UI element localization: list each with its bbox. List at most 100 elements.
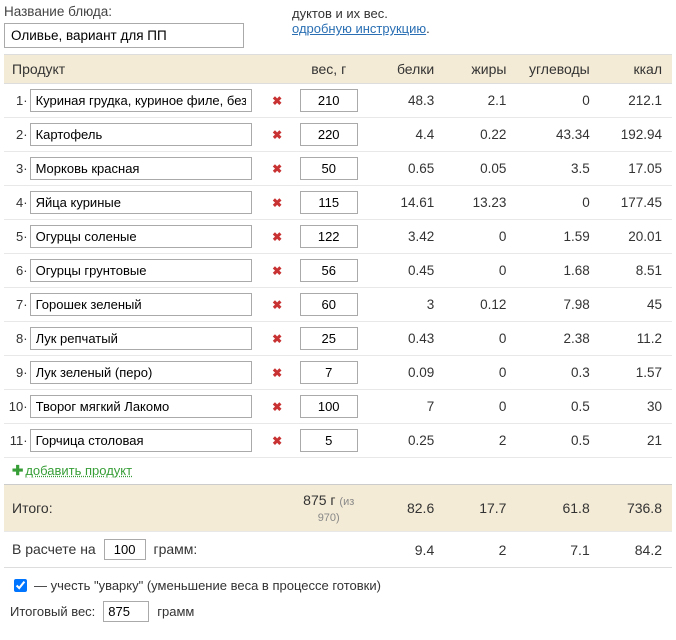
- weight-input[interactable]: [300, 123, 358, 146]
- kcal-value: 1.57: [600, 356, 672, 390]
- dish-name-input[interactable]: [4, 23, 244, 48]
- final-weight-label: Итоговый вес:: [10, 604, 95, 619]
- totals-protein: 82.6: [372, 485, 444, 532]
- ingredients-table: Продукт вес, г белки жиры углеводы ккал …: [4, 54, 672, 568]
- weight-input[interactable]: [300, 89, 358, 112]
- col-fat: жиры: [444, 55, 516, 84]
- totals-fat: 17.7: [444, 485, 516, 532]
- add-plus-icon: ✚: [12, 463, 23, 478]
- delete-icon[interactable]: ✖: [272, 366, 282, 380]
- fat-value: 2: [444, 424, 516, 458]
- weight-input[interactable]: [300, 157, 358, 180]
- fat-value: 0: [444, 322, 516, 356]
- product-name-input[interactable]: [30, 123, 252, 146]
- row-index: 6·: [4, 254, 30, 288]
- add-product-link[interactable]: добавить продукт: [25, 463, 132, 478]
- dish-name-label: Название блюда:: [4, 4, 284, 19]
- delete-icon[interactable]: ✖: [272, 400, 282, 414]
- carb-value: 1.59: [516, 220, 599, 254]
- delete-icon[interactable]: ✖: [272, 230, 282, 244]
- carb-value: 0.5: [516, 424, 599, 458]
- uvarka-checkbox[interactable]: [14, 579, 27, 592]
- fat-value: 0: [444, 254, 516, 288]
- instruction-link[interactable]: одробную инструкцию: [292, 21, 426, 36]
- kcal-value: 177.45: [600, 186, 672, 220]
- product-name-input[interactable]: [30, 89, 252, 112]
- totals-carb: 61.8: [516, 485, 599, 532]
- fat-value: 0.12: [444, 288, 516, 322]
- final-weight-input[interactable]: [103, 601, 149, 622]
- per100-carb: 7.1: [516, 532, 599, 568]
- carb-value: 0: [516, 84, 599, 118]
- weight-input[interactable]: [300, 327, 358, 350]
- protein-value: 0.65: [372, 152, 444, 186]
- product-name-input[interactable]: [30, 361, 252, 384]
- kcal-value: 192.94: [600, 118, 672, 152]
- weight-input[interactable]: [300, 293, 358, 316]
- protein-value: 0.25: [372, 424, 444, 458]
- row-index: 9·: [4, 356, 30, 390]
- col-kcal: ккал: [600, 55, 672, 84]
- row-index: 5·: [4, 220, 30, 254]
- kcal-value: 11.2: [600, 322, 672, 356]
- weight-input[interactable]: [300, 191, 358, 214]
- carb-value: 7.98: [516, 288, 599, 322]
- col-product: Продукт: [4, 55, 285, 84]
- product-name-input[interactable]: [30, 395, 252, 418]
- kcal-value: 8.51: [600, 254, 672, 288]
- delete-icon[interactable]: ✖: [272, 196, 282, 210]
- ingredient-row: 1·✖48.32.10212.1: [4, 84, 672, 118]
- carb-value: 3.5: [516, 152, 599, 186]
- per100-input[interactable]: [104, 539, 146, 560]
- delete-icon[interactable]: ✖: [272, 94, 282, 108]
- protein-value: 3.42: [372, 220, 444, 254]
- protein-value: 3: [372, 288, 444, 322]
- carb-value: 1.68: [516, 254, 599, 288]
- product-name-input[interactable]: [30, 157, 252, 180]
- weight-input[interactable]: [300, 361, 358, 384]
- per100-fat: 2: [444, 532, 516, 568]
- product-name-input[interactable]: [30, 191, 252, 214]
- carb-value: 0.3: [516, 356, 599, 390]
- carb-value: 0.5: [516, 390, 599, 424]
- row-index: 8·: [4, 322, 30, 356]
- fat-value: 13.23: [444, 186, 516, 220]
- row-index: 11·: [4, 424, 30, 458]
- protein-value: 0.45: [372, 254, 444, 288]
- product-name-input[interactable]: [30, 259, 252, 282]
- ingredient-row: 3·✖0.650.053.517.05: [4, 152, 672, 186]
- weight-input[interactable]: [300, 395, 358, 418]
- product-name-input[interactable]: [30, 327, 252, 350]
- delete-icon[interactable]: ✖: [272, 298, 282, 312]
- protein-value: 0.09: [372, 356, 444, 390]
- ingredient-row: 11·✖0.2520.521: [4, 424, 672, 458]
- row-index: 7·: [4, 288, 30, 322]
- protein-value: 7: [372, 390, 444, 424]
- kcal-value: 212.1: [600, 84, 672, 118]
- delete-icon[interactable]: ✖: [272, 434, 282, 448]
- totals-weight: 875 г (из 970): [285, 485, 372, 532]
- delete-icon[interactable]: ✖: [272, 128, 282, 142]
- ingredient-row: 9·✖0.0900.31.57: [4, 356, 672, 390]
- fat-value: 0.22: [444, 118, 516, 152]
- weight-input[interactable]: [300, 259, 358, 282]
- fat-value: 2.1: [444, 84, 516, 118]
- product-name-input[interactable]: [30, 293, 252, 316]
- ingredient-row: 7·✖30.127.9845: [4, 288, 672, 322]
- protein-value: 4.4: [372, 118, 444, 152]
- protein-value: 48.3: [372, 84, 444, 118]
- row-index: 2·: [4, 118, 30, 152]
- kcal-value: 30: [600, 390, 672, 424]
- fat-value: 0: [444, 390, 516, 424]
- product-name-input[interactable]: [30, 429, 252, 452]
- delete-icon[interactable]: ✖: [272, 264, 282, 278]
- delete-icon[interactable]: ✖: [272, 332, 282, 346]
- ingredient-row: 10·✖700.530: [4, 390, 672, 424]
- per100-label: В расчете на грамм:: [4, 532, 372, 568]
- weight-input[interactable]: [300, 225, 358, 248]
- delete-icon[interactable]: ✖: [272, 162, 282, 176]
- totals-label: Итого:: [4, 485, 285, 532]
- weight-input[interactable]: [300, 429, 358, 452]
- product-name-input[interactable]: [30, 225, 252, 248]
- fat-value: 0: [444, 220, 516, 254]
